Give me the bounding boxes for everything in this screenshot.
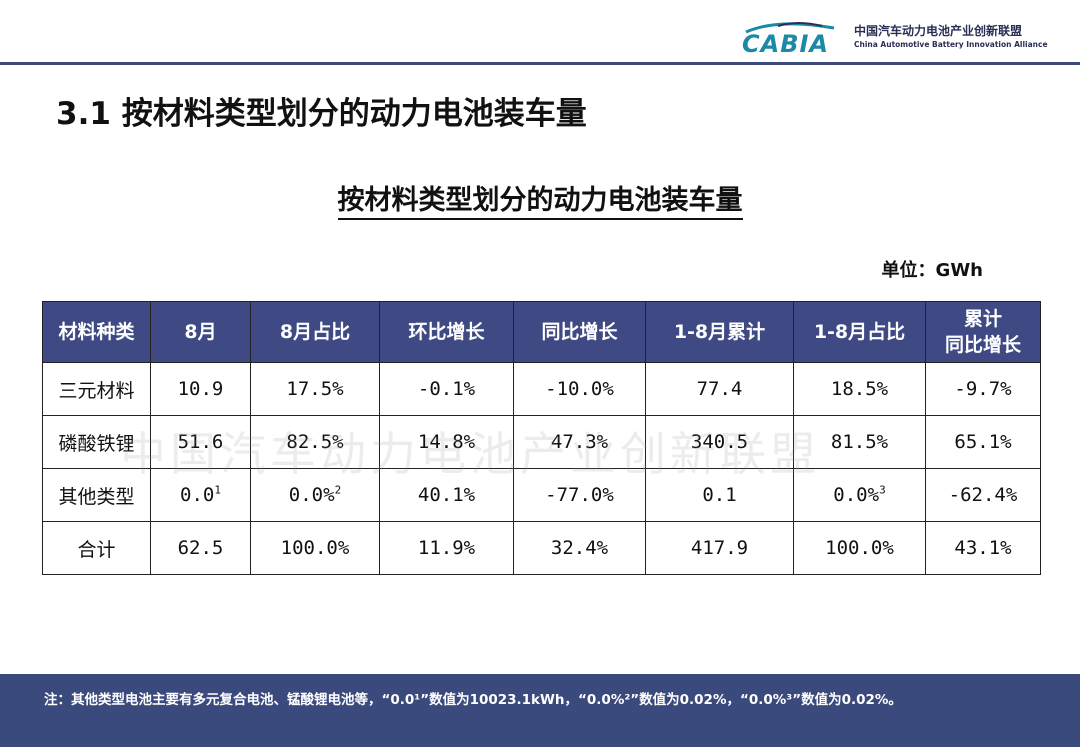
table-row: 三元材料 10.9 17.5% -0.1% -10.0% 77.4 18.5% -9.7% (42, 362, 1041, 416)
cell-value: 340.5 (690, 431, 749, 453)
table-cell: -10.0% (513, 362, 646, 416)
header-divider (0, 62, 1080, 65)
footnote-marker: 2 (334, 483, 342, 497)
unit-label: 单位：GWh (881, 260, 983, 281)
cell-value: 65.1% (954, 431, 1012, 453)
table-cell: 14.8% (379, 415, 514, 469)
header-cell: 累计 同比增长 (925, 301, 1041, 363)
cell-value: 77.4 (696, 378, 743, 400)
footnote: 注：其他类型电池主要有多元复合电池、锰酸锂电池等，“0.0¹”数值为10023.… (44, 692, 902, 708)
table-cell: 82.5% (250, 415, 380, 469)
cell-value: 0.0 (180, 484, 215, 506)
header-cell: 同比增长 (513, 301, 646, 363)
header-cell: 1-8月占比 (793, 301, 926, 363)
header-line: 累计 (963, 308, 1002, 330)
header-line: 同比增长 (944, 334, 1021, 356)
table-cell: 100.0% (793, 521, 926, 575)
data-table: 材料种类 8月 8月占比 环比增长 同比增长 1-8月累计 1-8月占比 累计同… (42, 301, 1041, 575)
table-cell: 32.4% (513, 521, 646, 575)
table-cell: 81.5% (793, 415, 926, 469)
table-cell: 11.9% (379, 521, 514, 575)
table-cell: -0.1% (379, 362, 514, 416)
cell-value: 100.0% (825, 537, 894, 559)
table-cell: -77.0% (513, 468, 646, 522)
header-cell: 材料种类 (42, 301, 151, 363)
cell-value: 0.0% (833, 484, 880, 506)
cell-value: 14.8% (417, 431, 476, 453)
cell-value: 51.6 (177, 431, 224, 453)
table-cell: 0.0%3 (793, 468, 926, 522)
cell-value: 100.0% (280, 537, 350, 559)
table-cell: 77.4 (645, 362, 794, 416)
cell-value: 32.4% (550, 537, 609, 559)
table-cell: 18.5% (793, 362, 926, 416)
table-cell: 17.5% (250, 362, 380, 416)
footer-bar (0, 674, 1080, 747)
row-label: 磷酸铁锂 (42, 415, 151, 469)
cell-value: 40.1% (417, 484, 476, 506)
cell-value: -10.0% (545, 378, 614, 400)
cell-value: 18.5% (830, 378, 889, 400)
logo-wordmark: CABIA (742, 30, 829, 58)
cell-value: -9.7% (954, 378, 1012, 400)
cell-value: 81.5% (830, 431, 889, 453)
org-name-cn: 中国汽车动力电池产业创新联盟 (854, 24, 1023, 38)
header-cell: 1-8月累计 (645, 301, 794, 363)
cell-value: 11.9% (417, 537, 476, 559)
table-cell: 47.3% (513, 415, 646, 469)
row-label: 三元材料 (42, 362, 151, 416)
table-row: 合计 62.5 100.0% 11.9% 32.4% 417.9 100.0% 43.1% (42, 521, 1041, 575)
header-cell: 8月 (150, 301, 251, 363)
table-cell: 65.1% (925, 415, 1041, 469)
table-cell: 417.9 (645, 521, 794, 575)
cabia-logo: CABIA 中国汽车动力电池产业创新联盟 China Automotive Ba… (738, 18, 1048, 58)
cell-value: -0.1% (417, 378, 476, 400)
cell-value: 82.5% (286, 431, 344, 453)
table-row: 其他类型 0.01 0.0%2 40.1% -77.0% 0.1 0.0%3 -62.4% (42, 468, 1041, 522)
table-row: 磷酸铁锂 51.6 82.5% 14.8% 47.3% 340.5 81.5% 65.1% (42, 415, 1041, 469)
table-cell: 62.5 (150, 521, 251, 575)
car-swoosh-icon (745, 22, 835, 34)
cell-value: 17.5% (286, 378, 344, 400)
table-title: 按材料类型划分的动力电池装车量 (337, 185, 743, 220)
cell-value: 0.0% (288, 484, 335, 506)
row-label: 合计 (42, 521, 151, 575)
table-title-wrap: 按材料类型划分的动力电池装车量 (0, 178, 1080, 220)
table-cell: 340.5 (645, 415, 794, 469)
cell-value: 47.3% (550, 431, 609, 453)
table-cell: -9.7% (925, 362, 1041, 416)
row-label: 其他类型 (42, 468, 151, 522)
table-cell: 43.1% (925, 521, 1041, 575)
slide-title: 3.1 按材料类型划分的动力电池装车量 (56, 96, 587, 132)
table-cell: 0.01 (150, 468, 251, 522)
table-cell: -62.4% (925, 468, 1041, 522)
table-cell: 100.0% (250, 521, 380, 575)
cell-value: -77.0% (545, 484, 614, 506)
table-cell: 51.6 (150, 415, 251, 469)
table-header-row: 材料种类 8月 8月占比 环比增长 同比增长 1-8月累计 1-8月占比 累计同… (42, 301, 1041, 363)
header-cell: 8月占比 (250, 301, 380, 363)
table-cell: 40.1% (379, 468, 514, 522)
footnote-marker: 1 (214, 483, 221, 497)
table-cell: 0.0%2 (250, 468, 380, 522)
cell-value: 62.5 (177, 537, 224, 559)
org-name-en: China Automotive Battery Innovation Alli… (854, 40, 1048, 49)
table-cell: 10.9 (150, 362, 251, 416)
table-cell: 0.1 (645, 468, 794, 522)
footnote-marker: 3 (879, 483, 886, 497)
cell-value: -62.4% (948, 484, 1018, 506)
cell-value: 10.9 (177, 378, 224, 400)
cell-value: 0.1 (702, 484, 737, 506)
header-cell: 环比增长 (379, 301, 514, 363)
cell-value: 43.1% (954, 537, 1012, 559)
cell-value: 417.9 (690, 537, 749, 559)
